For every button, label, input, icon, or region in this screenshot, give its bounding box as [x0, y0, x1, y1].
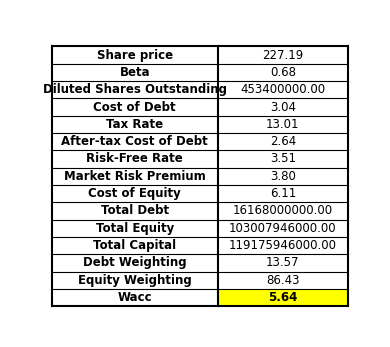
- Text: Market Risk Premium: Market Risk Premium: [64, 170, 206, 183]
- Bar: [52, 64, 218, 81]
- Text: 3.51: 3.51: [270, 152, 296, 166]
- Bar: [218, 150, 348, 168]
- Bar: [52, 99, 218, 116]
- Bar: [52, 150, 218, 168]
- Bar: [52, 116, 218, 133]
- Bar: [218, 133, 348, 150]
- Text: 3.04: 3.04: [270, 101, 296, 113]
- Text: Cost of Equity: Cost of Equity: [88, 187, 181, 200]
- Text: 103007946000.00: 103007946000.00: [229, 222, 337, 235]
- Text: Diluted Shares Outstanding: Diluted Shares Outstanding: [43, 83, 227, 96]
- Bar: [52, 133, 218, 150]
- Bar: [218, 185, 348, 202]
- Text: Debt Weighting: Debt Weighting: [83, 256, 186, 269]
- Bar: [218, 99, 348, 116]
- Text: 119175946000.00: 119175946000.00: [229, 239, 337, 252]
- Text: Risk-Free Rate: Risk-Free Rate: [86, 152, 183, 166]
- Bar: [52, 202, 218, 220]
- Bar: [218, 168, 348, 185]
- Text: 0.68: 0.68: [270, 66, 296, 79]
- Bar: [52, 185, 218, 202]
- Bar: [52, 289, 218, 306]
- Text: 3.80: 3.80: [270, 170, 296, 183]
- Text: 16168000000.00: 16168000000.00: [233, 204, 333, 218]
- Bar: [52, 168, 218, 185]
- Bar: [52, 272, 218, 289]
- Text: Beta: Beta: [119, 66, 150, 79]
- Bar: [218, 116, 348, 133]
- Bar: [52, 220, 218, 237]
- Text: 86.43: 86.43: [266, 274, 300, 287]
- Text: 5.64: 5.64: [268, 291, 298, 304]
- Text: 2.64: 2.64: [270, 135, 296, 148]
- Bar: [218, 237, 348, 254]
- Text: Cost of Debt: Cost of Debt: [93, 101, 176, 113]
- Bar: [52, 46, 218, 64]
- Bar: [218, 46, 348, 64]
- Bar: [218, 202, 348, 220]
- Text: 6.11: 6.11: [270, 187, 296, 200]
- Text: 13.57: 13.57: [266, 256, 300, 269]
- Bar: [52, 81, 218, 99]
- Bar: [52, 254, 218, 272]
- Bar: [218, 289, 348, 306]
- Text: After-tax Cost of Debt: After-tax Cost of Debt: [61, 135, 208, 148]
- Bar: [52, 237, 218, 254]
- Text: Share price: Share price: [97, 49, 173, 62]
- Text: Total Debt: Total Debt: [101, 204, 169, 218]
- Text: Wacc: Wacc: [117, 291, 152, 304]
- Bar: [218, 64, 348, 81]
- Text: Total Capital: Total Capital: [93, 239, 176, 252]
- Text: 227.19: 227.19: [262, 49, 303, 62]
- Text: Total Equity: Total Equity: [96, 222, 174, 235]
- Text: Equity Weighting: Equity Weighting: [78, 274, 191, 287]
- Bar: [218, 272, 348, 289]
- Text: 453400000.00: 453400000.00: [240, 83, 325, 96]
- Bar: [218, 254, 348, 272]
- Text: Tax Rate: Tax Rate: [106, 118, 163, 131]
- Text: 13.01: 13.01: [266, 118, 300, 131]
- Bar: [218, 220, 348, 237]
- Bar: [218, 81, 348, 99]
